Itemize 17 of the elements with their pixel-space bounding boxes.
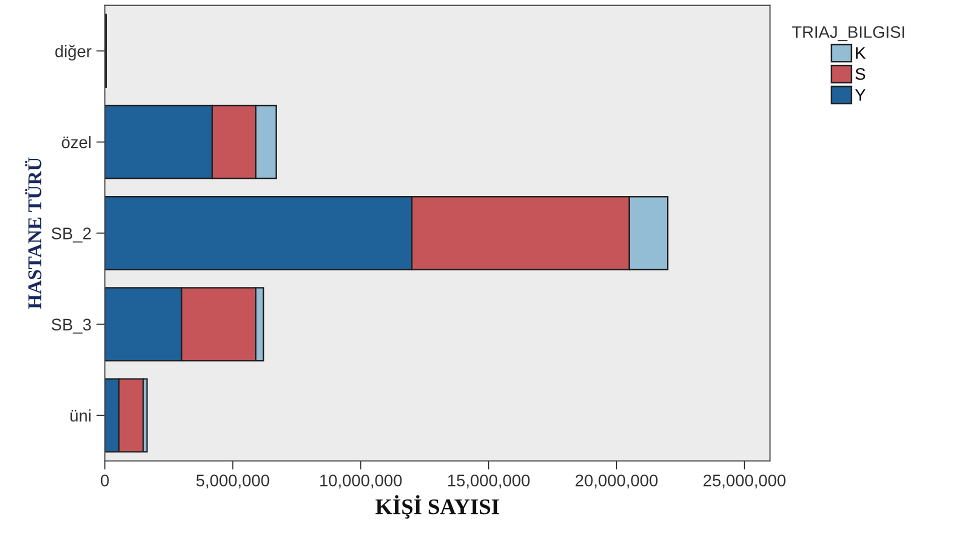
x-axis-title: KİŞİ SAYISI <box>376 495 499 519</box>
x-tick-label: 10,000,000 <box>320 474 402 488</box>
legend-label: K <box>856 47 866 59</box>
legend-label: S <box>856 68 866 80</box>
y-tick-label: diğer <box>55 44 92 61</box>
y-tick-label: SB_3 <box>52 318 91 334</box>
legend-label: Y <box>855 89 866 101</box>
y-tick-label: SB_2 <box>52 228 91 243</box>
y-axis-title: HASTANE TÜRÜ <box>25 158 42 309</box>
legend-title: TRIAJ_BILGISI <box>792 26 904 42</box>
y-tick-label: üni <box>70 409 91 422</box>
x-tick-label: 20,000,000 <box>576 474 658 488</box>
x-tick-label: 0 <box>100 474 109 486</box>
x-tick-label: 25,000,000 <box>704 474 786 488</box>
x-tick-label: 5,000,000 <box>196 474 270 488</box>
y-tick-label: özel <box>62 136 91 148</box>
x-tick-label: 15,000,000 <box>448 474 530 488</box>
